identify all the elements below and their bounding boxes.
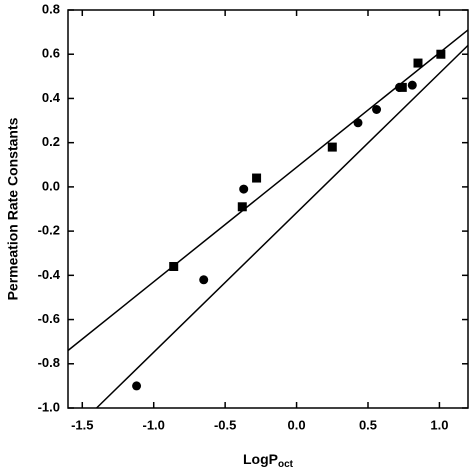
square-point [413, 58, 423, 68]
x-tick-label: 0.0 [288, 417, 306, 432]
circle-point [199, 275, 209, 285]
y-tick-label: -1.0 [38, 399, 60, 414]
circle-point [394, 82, 404, 92]
x-tick-label: 1.0 [430, 417, 448, 432]
circle-point [407, 80, 417, 90]
x-tick-label: -1.0 [143, 417, 165, 432]
plot-frame [67, 9, 469, 409]
circle-point [132, 381, 142, 391]
square-point [252, 173, 262, 183]
y-tick-label: 0.4 [42, 90, 61, 105]
square-point [436, 49, 446, 59]
square-point [237, 202, 247, 212]
x-label-sub: oct [278, 459, 294, 470]
y-tick-label: 0.2 [42, 134, 60, 149]
y-tick-label: -0.4 [38, 267, 61, 282]
x-tick-label: -0.5 [214, 417, 236, 432]
x-label-main: LogP [243, 451, 278, 467]
y-tick-label: -0.6 [38, 311, 60, 326]
circle-point [372, 105, 382, 114]
y-axis-label: Permeation Rate Constants [5, 117, 21, 300]
circle-point [239, 184, 249, 194]
x-axis-label: LogPoct [243, 451, 294, 470]
x-tick-label: -1.5 [71, 417, 93, 432]
y-tick-label: -0.2 [38, 223, 60, 238]
fit-line [67, 29, 469, 352]
y-tick-label: 0.8 [42, 1, 60, 16]
square-point [169, 261, 179, 271]
y-tick-label: 0.6 [42, 46, 60, 61]
y-tick-label: -0.8 [38, 355, 60, 370]
square-point [327, 142, 337, 152]
circle-point [353, 118, 363, 128]
fit-line [96, 44, 469, 409]
y-tick-label: 0.0 [42, 178, 60, 193]
x-tick-label: 0.5 [359, 417, 377, 432]
